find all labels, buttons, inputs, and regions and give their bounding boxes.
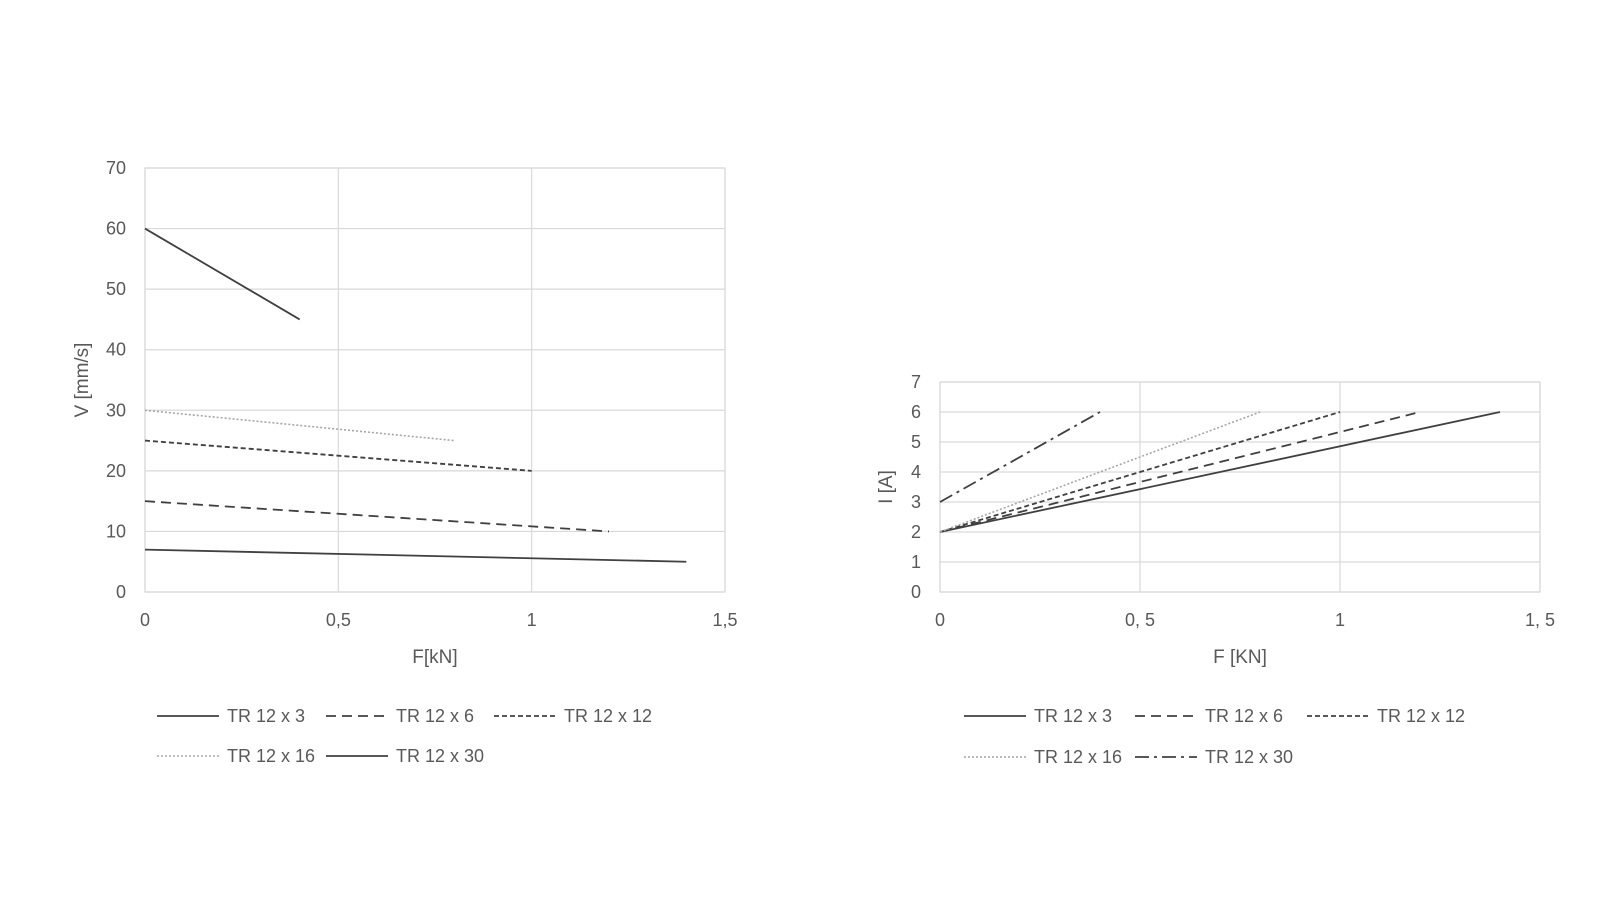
series-line-tr-12-x-16 bbox=[144, 409, 455, 442]
y-tick-label: 70 bbox=[106, 158, 126, 178]
y-tick-label: 20 bbox=[106, 461, 126, 481]
series-line-tr-12-x-30 bbox=[144, 227, 301, 321]
y-tick-label: 50 bbox=[106, 279, 126, 299]
plot-area bbox=[144, 167, 726, 593]
x-tick-label: 1,5 bbox=[712, 610, 737, 630]
series-line-tr-12-x-6 bbox=[144, 500, 610, 533]
y-tick-label: 7 bbox=[911, 372, 921, 392]
x-tick-label: 1 bbox=[527, 610, 537, 630]
y-tick-label: 6 bbox=[911, 402, 921, 422]
plot-area bbox=[939, 381, 1541, 593]
y-tick-label: 1 bbox=[911, 552, 921, 572]
x-tick-label: 1 bbox=[1335, 610, 1345, 630]
legend-label-tr-12-x-3: TR 12 x 3 bbox=[227, 706, 305, 726]
y-tick-label: 30 bbox=[106, 400, 126, 420]
x-tick-label: 1, 5 bbox=[1525, 610, 1555, 630]
legend-label-tr-12-x-6: TR 12 x 6 bbox=[396, 706, 474, 726]
y-axis-title: V [mm/s] bbox=[72, 343, 93, 418]
legend-label-tr-12-x-12: TR 12 x 12 bbox=[564, 706, 652, 726]
legend-label-tr-12-x-12: TR 12 x 12 bbox=[1377, 706, 1465, 726]
legend-label-tr-12-x-30: TR 12 x 30 bbox=[1205, 747, 1293, 767]
series-line-tr-12-x-12 bbox=[144, 439, 532, 472]
legend-label-tr-12-x-16: TR 12 x 16 bbox=[227, 746, 315, 766]
y-tick-label: 0 bbox=[911, 582, 921, 602]
x-tick-label: 0,5 bbox=[326, 610, 351, 630]
y-tick-label: 4 bbox=[911, 462, 921, 482]
x-axis-title: F[kN] bbox=[412, 647, 457, 668]
series-line-tr-12-x-6 bbox=[939, 411, 1421, 533]
y-tick-label: 40 bbox=[106, 340, 126, 360]
y-tick-label: 5 bbox=[911, 432, 921, 452]
y-tick-label: 60 bbox=[106, 219, 126, 239]
series-line-tr-12-x-12 bbox=[939, 411, 1341, 533]
x-tick-label: 0 bbox=[935, 610, 945, 630]
legend-label-tr-12-x-6: TR 12 x 6 bbox=[1205, 706, 1283, 726]
x-tick-label: 0 bbox=[140, 610, 150, 630]
velocity-force-chart: 0 10 20 30 40 50 60 70 0 0,5 1 1,5 F[kN] V [mm/s] TR 1… bbox=[72, 158, 738, 766]
y-tick-label: 3 bbox=[911, 492, 921, 512]
y-tick-label: 2 bbox=[911, 522, 921, 542]
legend-label-tr-12-x-30: TR 12 x 30 bbox=[396, 746, 484, 766]
x-axis-title: F [KN] bbox=[1213, 647, 1267, 668]
legend-label-tr-12-x-16: TR 12 x 16 bbox=[1034, 747, 1122, 767]
y-axis-title: I [A] bbox=[876, 470, 897, 504]
series-line-tr-12-x-3 bbox=[939, 411, 1501, 533]
series-line-tr-12-x-3 bbox=[144, 548, 687, 563]
y-tick-label: 0 bbox=[116, 582, 126, 602]
current-force-chart: 0 1 2 3 4 5 6 7 0 0, 5 1 1, 5 F [KN] I [A] TR 12 x 3 TR… bbox=[876, 372, 1555, 767]
legend-label-tr-12-x-3: TR 12 x 3 bbox=[1034, 706, 1112, 726]
series-line-tr-12-x-30 bbox=[939, 411, 1101, 503]
y-tick-label: 10 bbox=[106, 521, 126, 541]
series-line-tr-12-x-16 bbox=[939, 411, 1261, 533]
x-tick-label: 0, 5 bbox=[1125, 610, 1155, 630]
